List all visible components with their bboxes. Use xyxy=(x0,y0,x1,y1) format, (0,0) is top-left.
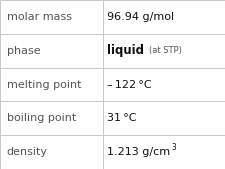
Text: 1.213 g/cm: 1.213 g/cm xyxy=(107,147,170,157)
Text: molar mass: molar mass xyxy=(7,12,72,22)
Text: density: density xyxy=(7,147,47,157)
Text: phase: phase xyxy=(7,46,40,56)
Text: – 122 °C: – 122 °C xyxy=(107,79,151,90)
Text: boiling point: boiling point xyxy=(7,113,76,123)
Text: melting point: melting point xyxy=(7,79,81,90)
Text: 3: 3 xyxy=(171,143,176,152)
Text: 31 °C: 31 °C xyxy=(107,113,136,123)
Text: 96.94 g/mol: 96.94 g/mol xyxy=(107,12,174,22)
Text: liquid: liquid xyxy=(107,44,144,57)
Text: (at STP): (at STP) xyxy=(148,46,181,55)
